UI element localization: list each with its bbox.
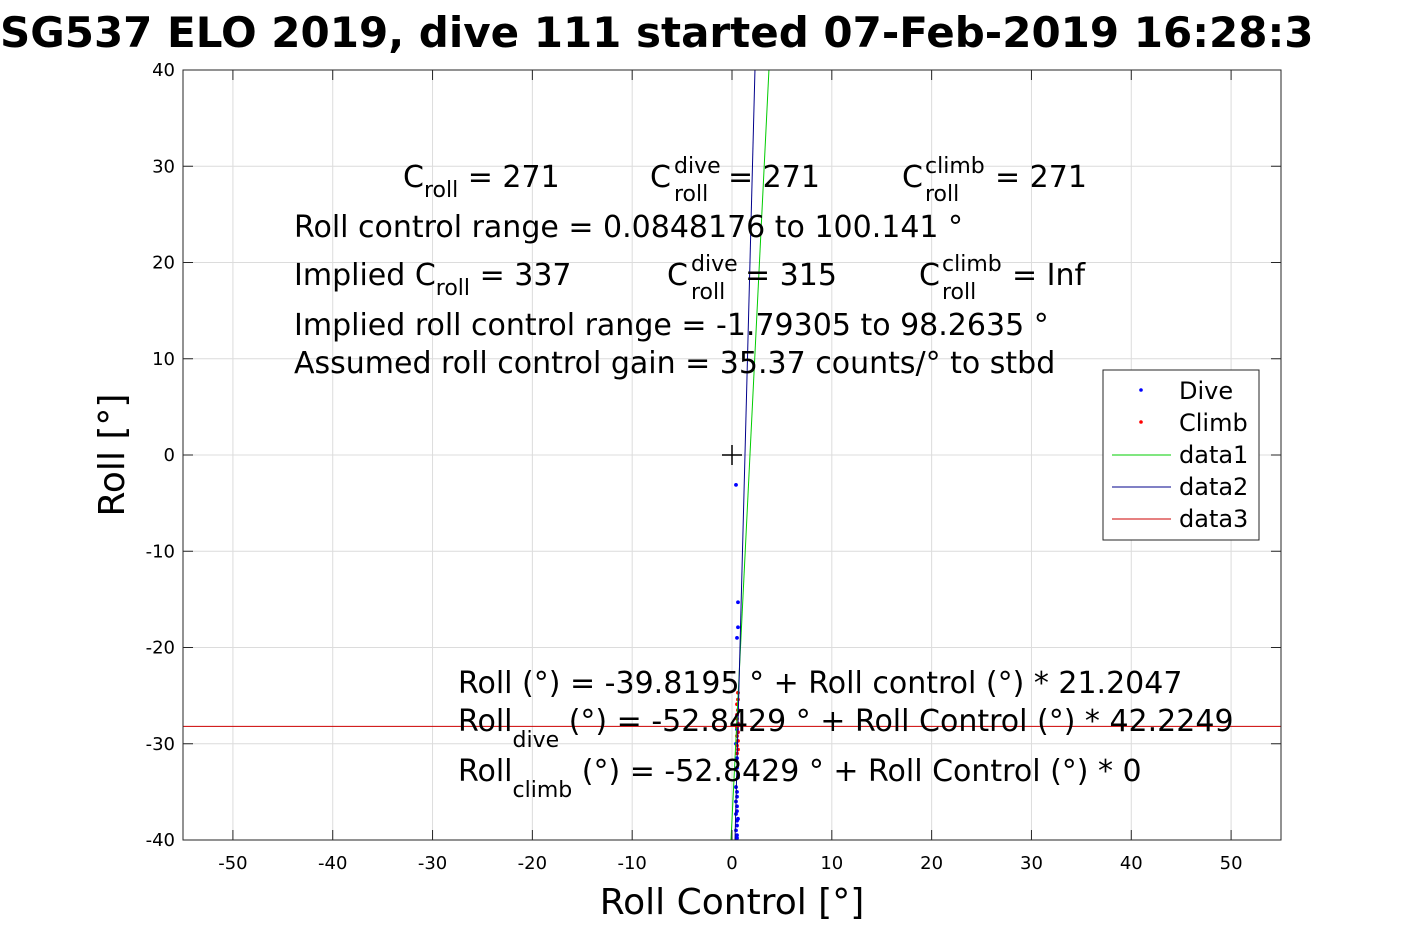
implied-c-roll-climb-subscript: roll xyxy=(942,280,976,305)
dive-point xyxy=(735,836,739,840)
y-tick-label: -10 xyxy=(146,541,175,562)
dive-point xyxy=(734,482,738,487)
y-tick-label: 0 xyxy=(164,445,175,466)
fit-climb-symbol: Roll xyxy=(458,754,513,789)
legend-label-data1: data1 xyxy=(1179,441,1248,469)
dive-point xyxy=(735,823,739,828)
svg-text:Croll = 271: Croll = 271 xyxy=(403,160,560,203)
fit-dive-symbol: Roll xyxy=(458,704,513,739)
x-tick-label: 50 xyxy=(1220,853,1243,874)
fit-equation-climb: Rollclimb (°) = -52.8429 ° + Roll Contro… xyxy=(458,754,1142,803)
x-tick-label: -30 xyxy=(418,853,447,874)
implied-c-roll-climb-value: = Inf xyxy=(1012,258,1087,293)
dive-point xyxy=(735,833,739,838)
axis-ticks: -50 -40 -30 -20 -10 0 10 20 30 40 50 -40 -30 -20 -10 0 1… xyxy=(146,60,1281,874)
implied-c-roll-symbol: Implied C xyxy=(294,258,436,293)
implied-c-roll-dive-value: = 315 xyxy=(745,258,837,293)
x-tick-label: -40 xyxy=(318,853,347,874)
c-roll-climb-superscript: climb xyxy=(925,154,985,179)
x-tick-label: 20 xyxy=(920,853,943,874)
dive-point xyxy=(736,625,740,630)
implied-c-roll-dive-subscript: roll xyxy=(691,280,725,305)
x-tick-label: 10 xyxy=(820,853,843,874)
legend-label-data3: data3 xyxy=(1179,505,1248,533)
x-axis-label: Roll Control [°] xyxy=(600,882,865,923)
implied-c-roll-climb-symbol: C xyxy=(919,258,940,293)
y-tick-label: 20 xyxy=(152,253,175,274)
implied-roll-control-range-text: Implied roll control range = -1.79305 to… xyxy=(294,308,1049,343)
c-roll-dive-superscript: dive xyxy=(674,154,721,179)
c-roll-climb-subscript: roll xyxy=(925,182,959,207)
climb-point xyxy=(736,747,740,752)
fit-line-data1 xyxy=(730,70,770,840)
c-roll-dive-subscript: roll xyxy=(674,182,708,207)
c-roll-subscript: roll xyxy=(424,178,458,203)
fit-climb-rest: (°) = -52.8429 ° + Roll Control (°) * 0 xyxy=(572,754,1141,789)
y-tick-label: 10 xyxy=(152,349,175,370)
x-tick-label: -10 xyxy=(617,853,646,874)
implied-c-roll-subscript: roll xyxy=(436,276,470,301)
c-roll-value: = 271 xyxy=(458,160,559,195)
x-tick-label: 0 xyxy=(726,853,737,874)
implied-c-roll-dive-superscript: dive xyxy=(691,252,738,277)
roll-control-range-text: Roll control range = 0.0848176 to 100.14… xyxy=(294,210,963,245)
x-tick-label: -20 xyxy=(518,853,547,874)
c-roll-climb-symbol: C xyxy=(902,160,923,195)
c-roll-dive-value: = 271 xyxy=(728,160,820,195)
annotation-c-roll-line: Croll = 271 C dive roll = 271 C climb ro… xyxy=(403,154,1087,207)
fit-equation-dive: Rolldive (°) = -52.8429 ° + Roll Control… xyxy=(458,704,1234,753)
legend: Dive Climb data1 data2 data3 xyxy=(1102,369,1260,541)
legend-label-data2: data2 xyxy=(1179,473,1248,501)
fit-climb-subscript: climb xyxy=(513,778,573,803)
x-tick-label: 40 xyxy=(1120,853,1143,874)
c-roll-climb-value: = 271 xyxy=(995,160,1087,195)
fit-equation-all: Roll (°) = -39.8195 ° + Roll control (°)… xyxy=(458,666,1182,701)
fit-dive-rest: (°) = -52.8429 ° + Roll Control (°) * 42… xyxy=(559,704,1233,739)
series-group xyxy=(183,70,1281,840)
y-tick-label: -40 xyxy=(146,830,175,851)
dive-point xyxy=(735,818,739,823)
c-roll-dive-symbol: C xyxy=(650,160,671,195)
y-axis-label: Roll [°] xyxy=(92,394,133,517)
implied-c-roll-climb-superscript: climb xyxy=(942,252,1002,277)
dive-point xyxy=(735,635,739,640)
x-tick-label: 30 xyxy=(1020,853,1043,874)
legend-marker-dive xyxy=(1139,388,1143,392)
dive-point xyxy=(735,789,739,794)
implied-c-roll-dive-symbol: C xyxy=(667,258,688,293)
fit-dive-subscript: dive xyxy=(513,728,560,753)
svg-text:Implied Croll = 337: Implied Croll = 337 xyxy=(294,258,572,301)
roll-control-gain-text: Assumed roll control gain = 35.37 counts… xyxy=(294,346,1055,381)
chart-title: SG537 ELO 2019, dive 111 started 07-Feb-… xyxy=(0,8,1313,57)
fit-line-data2 xyxy=(734,70,756,840)
dive-point xyxy=(734,828,738,833)
y-tick-label: 30 xyxy=(152,156,175,177)
x-tick-label: -50 xyxy=(218,853,247,874)
y-tick-label: 40 xyxy=(152,60,175,81)
legend-label-climb: Climb xyxy=(1179,409,1248,437)
implied-c-roll-value: = 337 xyxy=(470,258,571,293)
annotation-implied-c-roll-line: Implied Croll = 337 C dive roll = 315 C … xyxy=(294,252,1087,305)
dive-point xyxy=(736,600,740,605)
legend-label-dive: Dive xyxy=(1179,377,1233,405)
c-roll-symbol: C xyxy=(403,160,424,195)
chart-marks xyxy=(183,70,1281,840)
legend-marker-climb xyxy=(1139,420,1143,424)
y-tick-label: -20 xyxy=(146,638,175,659)
y-tick-label: -30 xyxy=(146,734,175,755)
